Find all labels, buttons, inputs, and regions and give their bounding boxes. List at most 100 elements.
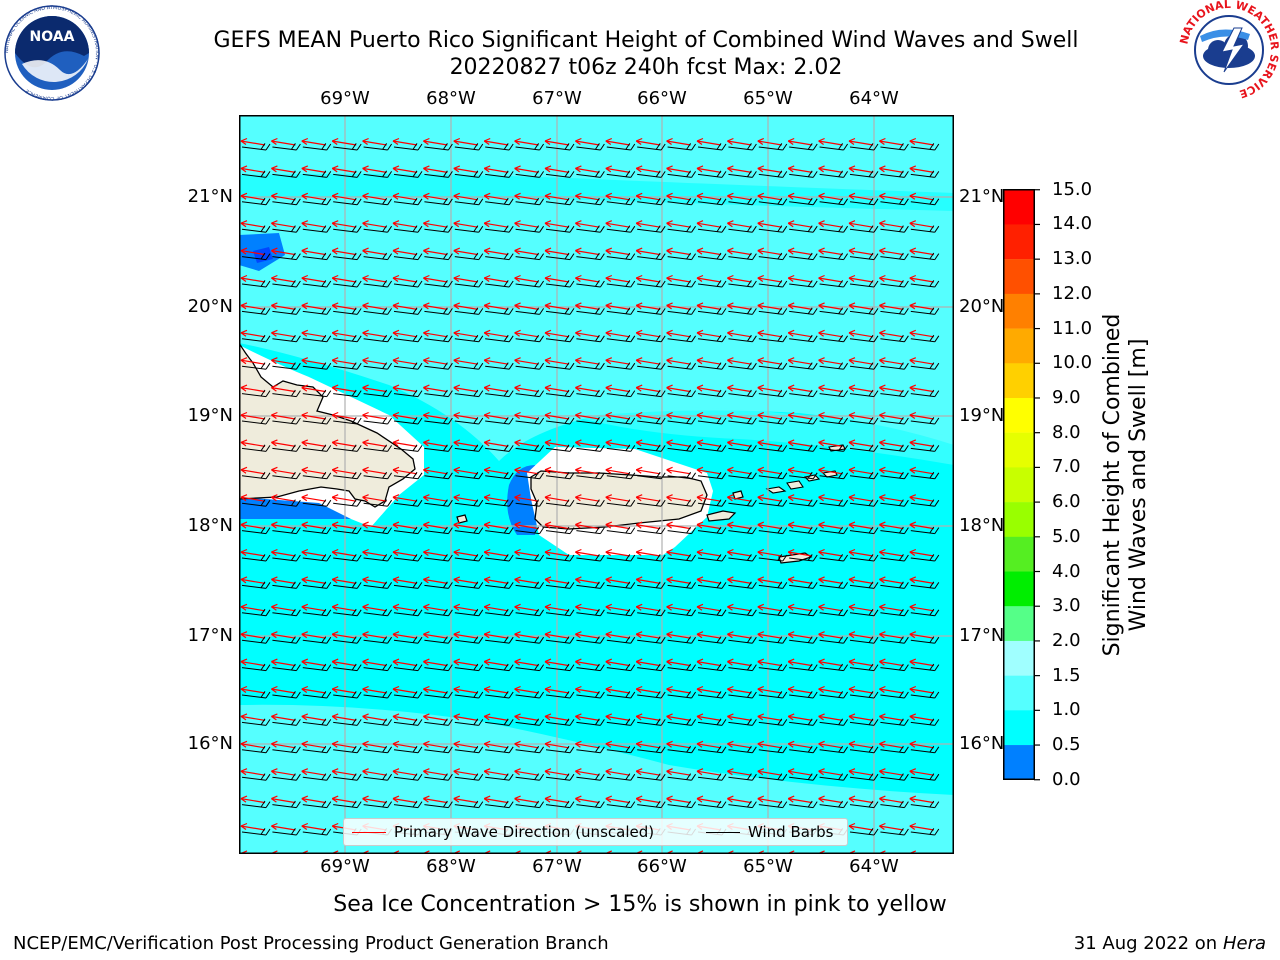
vector-cell [696, 165, 727, 178]
lon-label-top-69w: 69°W [320, 88, 370, 109]
vector-cell [331, 439, 362, 452]
vector-cell [666, 685, 697, 699]
colorbar-tick-label: 2.0 [1052, 629, 1081, 651]
lat-label-right-18n: 18°N [959, 515, 1005, 536]
vector-cell [818, 357, 849, 370]
vector-cell [879, 274, 909, 288]
vector-cell [392, 220, 423, 233]
vector-cell [818, 384, 849, 398]
vector-cell [423, 576, 453, 589]
vector-cell [575, 466, 605, 480]
colorbar-bin [1003, 397, 1035, 433]
vector-cell [635, 466, 666, 480]
vector-cell [848, 740, 879, 754]
vector-cell [696, 631, 727, 644]
vector-cell [787, 466, 818, 480]
vector-cell [301, 603, 332, 617]
vector-cell [575, 357, 605, 370]
colorbar-tick-label: 7.0 [1052, 456, 1081, 478]
vector-cell [392, 631, 423, 644]
vector-cell [635, 329, 666, 343]
lat-label-right-19n: 19°N [959, 405, 1005, 426]
vector-cell [483, 247, 514, 261]
vector-cell [605, 411, 636, 425]
vector-cell [392, 740, 423, 754]
vector-cell [909, 768, 940, 781]
vector-cell [453, 521, 484, 535]
vector-cell [362, 521, 393, 535]
vector-cell [879, 302, 909, 315]
footer-host: Hera [1222, 933, 1266, 954]
vector-cell [544, 658, 575, 672]
vector-cell [544, 384, 575, 398]
vector-cell [423, 494, 453, 507]
vector-cell [453, 713, 484, 726]
vector-cell [240, 713, 271, 726]
colorbar-bin [1003, 745, 1035, 780]
vector-cell [514, 411, 545, 425]
colorbar-tick-label: 8.0 [1052, 421, 1081, 443]
vector-cell [666, 247, 697, 261]
vector-cell [575, 603, 605, 617]
vector-cell [848, 329, 879, 343]
lon-label-bottom-68w: 68°W [426, 856, 476, 877]
vector-cell [301, 768, 332, 781]
lat-label-right-17n: 17°N [959, 625, 1005, 646]
vector-cell [240, 165, 271, 178]
vector-cell [818, 548, 849, 562]
vector-cell [757, 740, 788, 754]
vector-cell [301, 439, 332, 452]
legend-swatch-wind-barbs [706, 831, 740, 833]
vector-cell [301, 685, 332, 699]
colorbar-bin [1003, 328, 1035, 364]
vector-cell [757, 165, 788, 178]
vector-cell [696, 137, 727, 151]
colorbar-tick-label: 13.0 [1052, 248, 1093, 270]
vector-cell [818, 439, 849, 452]
vector-cell [392, 192, 423, 206]
vector-cell [240, 631, 271, 644]
vector-cell [635, 685, 666, 699]
vector-cell [331, 494, 362, 507]
vector-cell [727, 302, 757, 315]
vector-cell [301, 302, 332, 315]
vector-cell [848, 548, 879, 562]
colorbar-tick-label: 4.0 [1052, 560, 1081, 582]
vector-cell [909, 247, 940, 261]
vector-cell [666, 713, 697, 726]
vector-cell [575, 220, 605, 233]
vector-cell [392, 357, 423, 370]
vector-cell [666, 220, 697, 233]
vector-cell [423, 274, 453, 288]
vector-cell [757, 795, 788, 809]
vector-cell [392, 548, 423, 562]
vector-cell [757, 713, 788, 726]
vector-cell [453, 768, 484, 781]
colorbar-tick-label: 14.0 [1052, 213, 1093, 235]
vector-cell [696, 548, 727, 562]
vector-cell [453, 247, 484, 261]
lat-label-right-16n: 16°N [959, 733, 1005, 754]
vector-cell [818, 220, 849, 233]
vector-cell [696, 658, 727, 672]
vector-cell [483, 685, 514, 699]
vector-cell [909, 411, 940, 425]
vector-cell [331, 329, 362, 343]
vector-cell [848, 137, 879, 151]
gridlines [239, 115, 954, 854]
colorbar-label: Significant Height of Combined Wind Wave… [1100, 185, 1160, 785]
vector-cell [392, 768, 423, 781]
vector-cell [605, 439, 636, 452]
vector-cell [575, 548, 605, 562]
vector-cell [271, 521, 301, 535]
colorbar-bin [1003, 224, 1035, 260]
vector-cell [240, 822, 271, 836]
vector-cell [514, 302, 545, 315]
vector-cell [575, 631, 605, 644]
vector-cell [909, 494, 940, 507]
vector-cell [848, 521, 879, 535]
colorbar-label-line2: Wind Waves and Swell [m] [1126, 338, 1151, 632]
colorbar-bin [1003, 606, 1035, 642]
vector-cell [544, 740, 575, 754]
vector-cell [696, 192, 727, 206]
